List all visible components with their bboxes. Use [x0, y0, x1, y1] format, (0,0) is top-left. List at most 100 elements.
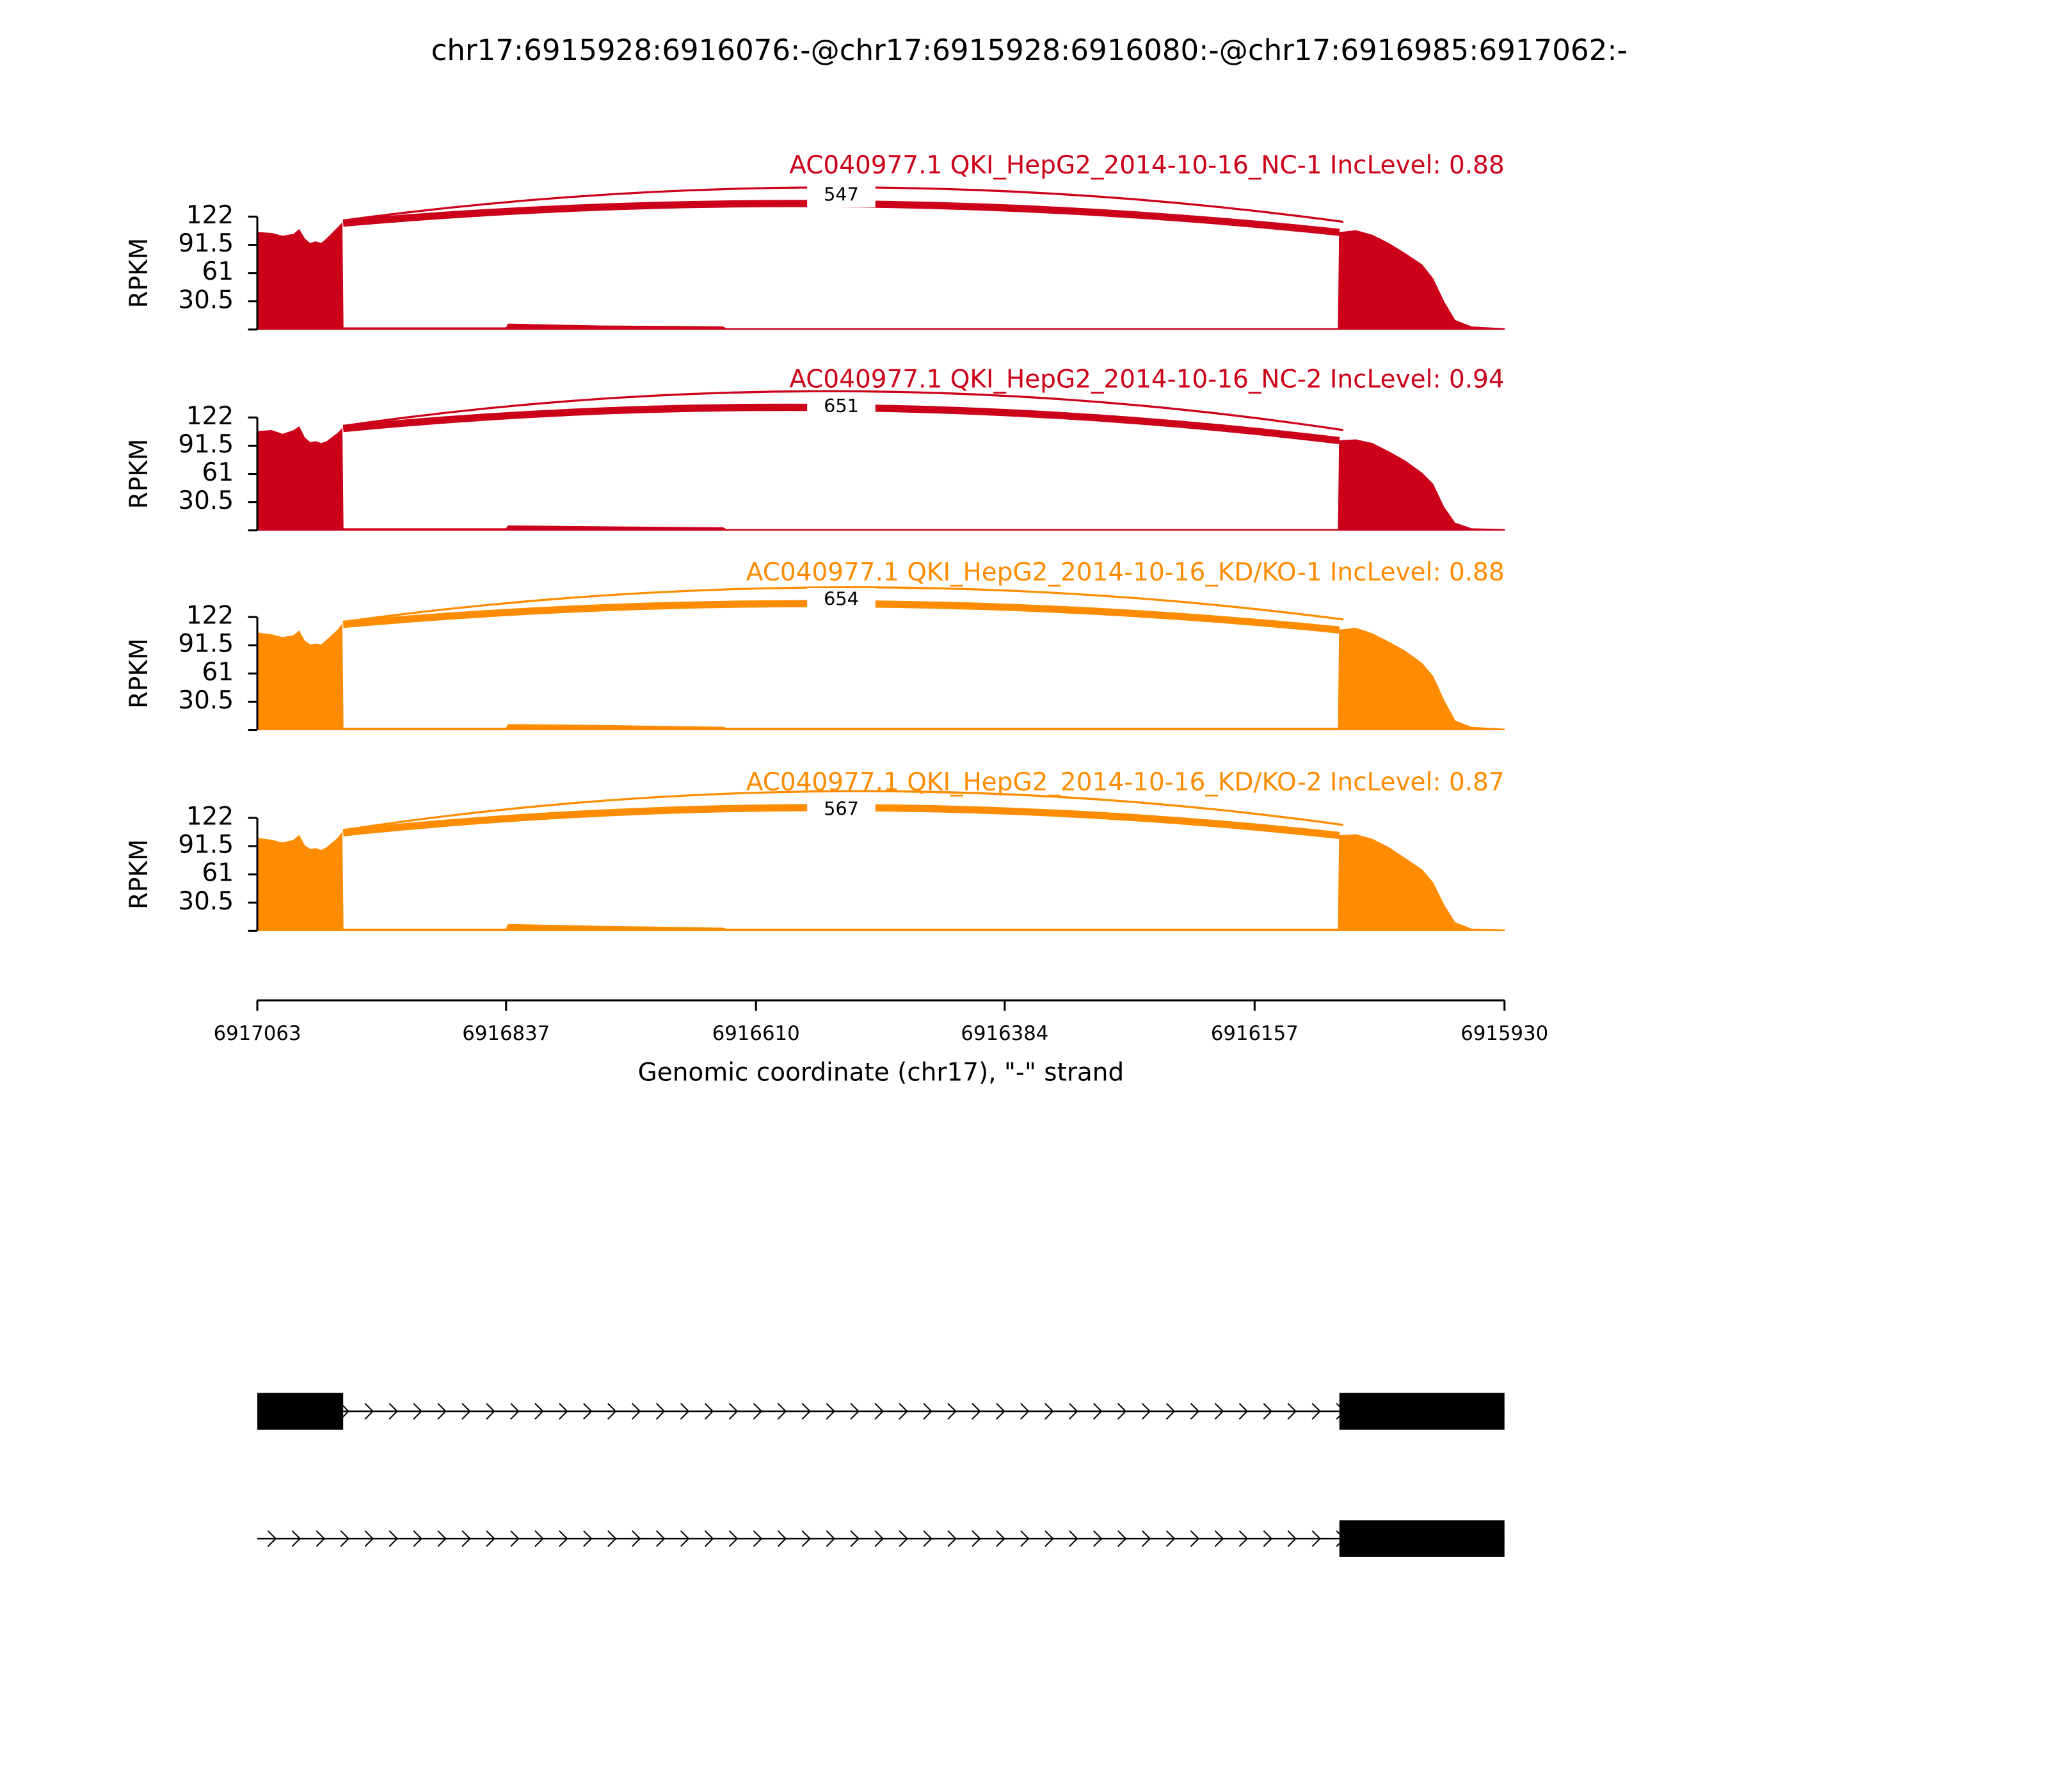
strand-chevron — [923, 1403, 932, 1420]
strand-chevron — [364, 1530, 374, 1548]
strand-chevron — [510, 1403, 520, 1420]
strand-chevron — [1020, 1403, 1030, 1420]
strand-chevron — [874, 1530, 884, 1548]
strand-chevron — [1165, 1530, 1176, 1548]
strand-chevron — [874, 1403, 884, 1420]
strand-chevron — [996, 1403, 1005, 1420]
strand-chevron — [1190, 1403, 1200, 1420]
strand-chevron — [753, 1403, 763, 1420]
panel: AC040977.1 QKI_HepG2_2014-10-16_NC-1 Inc… — [125, 151, 1505, 331]
strand-chevron — [728, 1530, 739, 1548]
junction-arc-minor — [342, 790, 1344, 831]
strand-chevron — [316, 1530, 326, 1548]
strand-chevron — [291, 1530, 301, 1548]
strand-chevron — [607, 1530, 617, 1548]
strand-chevron — [486, 1530, 495, 1548]
junction-label-box — [807, 395, 876, 419]
strand-chevron — [486, 1403, 495, 1420]
strand-chevron — [655, 1403, 666, 1420]
strand-chevron — [972, 1403, 981, 1420]
strand-chevron — [704, 1530, 714, 1548]
strand-chevron — [1287, 1530, 1297, 1548]
strand-chevron — [1069, 1403, 1078, 1420]
x-tick-label: 6916157 — [1211, 1022, 1299, 1045]
strand-chevron — [413, 1530, 422, 1548]
panel-title: AC040977.1 QKI_HepG2_2014-10-16_KD/KO-2 … — [746, 768, 1505, 797]
y-tick-label: 30.5 — [178, 887, 234, 916]
strand-chevron — [1311, 1530, 1322, 1548]
strand-chevron — [1190, 1530, 1200, 1548]
y-tick-label: 91.5 — [178, 630, 234, 659]
strand-chevron — [340, 1403, 350, 1420]
strand-chevron — [1263, 1530, 1273, 1548]
strand-chevron — [267, 1530, 277, 1548]
exon — [257, 1393, 344, 1430]
strand-chevron — [704, 1403, 714, 1420]
strand-chevron — [534, 1403, 544, 1420]
junction-arc — [342, 200, 1340, 236]
strand-chevron — [1141, 1530, 1151, 1548]
strand-chevron — [850, 1530, 860, 1548]
strand-chevron — [1069, 1530, 1078, 1548]
strand-chevron — [972, 1530, 981, 1548]
strand-chevron — [680, 1530, 690, 1548]
y-axis-label: RPKM — [125, 439, 154, 509]
strand-chevron — [364, 1403, 374, 1420]
strand-chevron — [777, 1403, 787, 1420]
strand-chevron — [1311, 1403, 1322, 1420]
strand-chevron — [413, 1403, 422, 1420]
strand-chevron — [340, 1530, 350, 1548]
strand-chevron — [947, 1403, 957, 1420]
x-tick-label: 6915930 — [1460, 1022, 1548, 1045]
y-tick-label: 122 — [186, 402, 234, 431]
strand-chevron — [899, 1403, 908, 1420]
panel-title: AC040977.1 QKI_HepG2_2014-10-16_NC-2 Inc… — [789, 365, 1505, 394]
strand-chevron — [583, 1530, 593, 1548]
strand-chevron — [1263, 1403, 1273, 1420]
y-tick-label: 30.5 — [178, 486, 234, 515]
y-axis-label: RPKM — [125, 238, 154, 308]
strand-chevron — [1214, 1530, 1224, 1548]
strand-chevron — [996, 1530, 1005, 1548]
x-axis-label: Genomic coordinate (chr17), "-" strand — [638, 1058, 1124, 1087]
panel-title: AC040977.1 QKI_HepG2_2014-10-16_KD/KO-1 … — [746, 558, 1505, 587]
strand-chevron — [899, 1530, 908, 1548]
panel: AC040977.1 QKI_HepG2_2014-10-16_KD/KO-2 … — [125, 768, 1505, 932]
strand-chevron — [437, 1403, 447, 1420]
strand-chevron — [850, 1403, 860, 1420]
strand-chevron — [923, 1530, 932, 1548]
strand-chevron — [1165, 1403, 1176, 1420]
strand-chevron — [631, 1530, 641, 1548]
strand-chevron — [534, 1530, 544, 1548]
y-axis-label: RPKM — [125, 638, 154, 708]
y-tick-label: 61 — [202, 658, 234, 687]
y-tick-label: 91.5 — [178, 430, 234, 459]
y-tick-label: 91.5 — [178, 831, 234, 860]
strand-chevron — [753, 1530, 763, 1548]
strand-chevron — [1141, 1403, 1151, 1420]
coverage-area — [257, 623, 1505, 731]
exon — [1339, 1520, 1505, 1557]
y-tick-label: 61 — [202, 859, 234, 888]
junction-label: 547 — [824, 184, 859, 205]
strand-chevron — [461, 1530, 471, 1548]
junction-label: 654 — [824, 588, 859, 609]
y-tick-label: 122 — [186, 201, 234, 230]
junction-label-box — [807, 588, 876, 612]
panel: AC040977.1 QKI_HepG2_2014-10-16_NC-2 Inc… — [125, 365, 1505, 532]
junction-arc-minor — [342, 586, 1344, 623]
strand-chevron — [388, 1530, 398, 1548]
x-tick-label: 6916384 — [961, 1022, 1048, 1045]
figure-title: chr17:6915928:6916076:-@chr17:6915928:69… — [431, 33, 1628, 67]
strand-chevron — [801, 1530, 812, 1548]
strand-chevron — [801, 1403, 812, 1420]
strand-chevron — [559, 1530, 568, 1548]
strand-chevron — [728, 1403, 739, 1420]
strand-chevron — [777, 1530, 787, 1548]
panel-title: AC040977.1 QKI_HepG2_2014-10-16_NC-1 Inc… — [789, 151, 1505, 180]
strand-chevron — [1238, 1530, 1249, 1548]
y-axis-label: RPKM — [125, 839, 154, 909]
strand-chevron — [1117, 1530, 1127, 1548]
strand-chevron — [1092, 1403, 1103, 1420]
junction-arc-minor — [342, 390, 1344, 431]
